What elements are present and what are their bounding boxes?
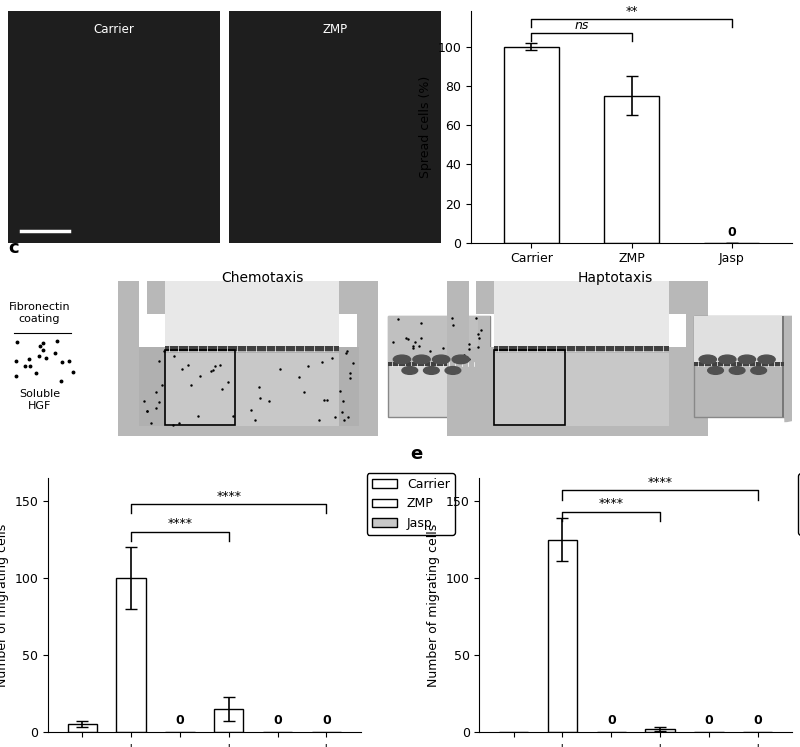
Bar: [694, 316, 796, 417]
Circle shape: [423, 367, 439, 374]
Bar: [477, 281, 494, 314]
Circle shape: [394, 355, 410, 364]
Text: ZMP: ZMP: [322, 23, 347, 36]
Bar: [214, 709, 243, 732]
Bar: [504, 46, 559, 243]
Bar: [494, 346, 669, 350]
Text: 0: 0: [273, 714, 282, 728]
Bar: [165, 346, 339, 350]
Circle shape: [708, 367, 723, 374]
Bar: [388, 316, 490, 362]
Bar: [388, 362, 478, 366]
Bar: [669, 281, 686, 314]
Text: Fibronectin
coating: Fibronectin coating: [9, 302, 70, 323]
Bar: [784, 316, 796, 417]
Text: ns: ns: [574, 19, 589, 32]
Bar: [694, 362, 784, 366]
Bar: [357, 281, 378, 436]
Bar: [67, 725, 97, 732]
Y-axis label: Number of migrating cells: Number of migrating cells: [427, 524, 440, 686]
Bar: [447, 427, 708, 436]
Bar: [388, 316, 490, 417]
Circle shape: [758, 355, 775, 364]
Bar: [339, 281, 357, 314]
Circle shape: [730, 367, 745, 374]
Bar: [548, 539, 577, 732]
Text: 0: 0: [607, 714, 616, 728]
Bar: [147, 281, 165, 314]
Bar: [478, 316, 490, 417]
Text: Carrier: Carrier: [94, 23, 134, 36]
Y-axis label: Number of migrating cells: Number of migrating cells: [0, 524, 9, 686]
Legend: Carrier, ZMP, Jasp: Carrier, ZMP, Jasp: [367, 473, 454, 535]
Bar: [694, 316, 796, 362]
Y-axis label: Spread cells (%): Spread cells (%): [419, 76, 432, 178]
Text: 0: 0: [754, 714, 762, 728]
Text: Soluble
HGF: Soluble HGF: [18, 389, 60, 411]
Circle shape: [433, 355, 450, 364]
Bar: [447, 281, 469, 436]
Circle shape: [751, 367, 766, 374]
Circle shape: [718, 355, 736, 364]
Text: 0: 0: [727, 226, 736, 239]
Circle shape: [445, 367, 461, 374]
Text: **: **: [626, 5, 638, 18]
Text: 0: 0: [175, 714, 184, 728]
Text: ****: ****: [167, 518, 192, 530]
Bar: [782, 316, 796, 417]
Bar: [165, 353, 339, 427]
Bar: [646, 729, 674, 732]
Bar: [494, 353, 669, 427]
Circle shape: [452, 355, 470, 364]
Text: c: c: [8, 240, 18, 258]
Circle shape: [402, 367, 418, 374]
Bar: [118, 281, 139, 436]
Text: ****: ****: [598, 498, 624, 510]
Text: Chemotaxis: Chemotaxis: [222, 271, 304, 285]
Bar: [686, 281, 708, 436]
Bar: [139, 347, 359, 427]
Bar: [165, 350, 235, 426]
Text: a: a: [0, 0, 11, 2]
Bar: [469, 347, 688, 427]
Text: Haptotaxis: Haptotaxis: [578, 271, 654, 285]
Bar: [165, 281, 339, 347]
Legend: Carrier, ZMP, Jasp: Carrier, ZMP, Jasp: [798, 473, 800, 535]
Text: ****: ****: [648, 476, 673, 489]
Bar: [8, 11, 220, 243]
Circle shape: [738, 355, 755, 364]
Bar: [229, 11, 441, 243]
Text: 0: 0: [322, 714, 330, 728]
Text: b: b: [414, 0, 426, 2]
Bar: [118, 427, 378, 436]
Circle shape: [413, 355, 430, 364]
Text: e: e: [410, 445, 423, 463]
Bar: [116, 578, 146, 732]
Bar: [494, 350, 565, 426]
Text: 0: 0: [705, 714, 714, 728]
Bar: [494, 281, 669, 347]
Text: ****: ****: [216, 490, 242, 503]
Circle shape: [699, 355, 716, 364]
Bar: [604, 96, 659, 243]
